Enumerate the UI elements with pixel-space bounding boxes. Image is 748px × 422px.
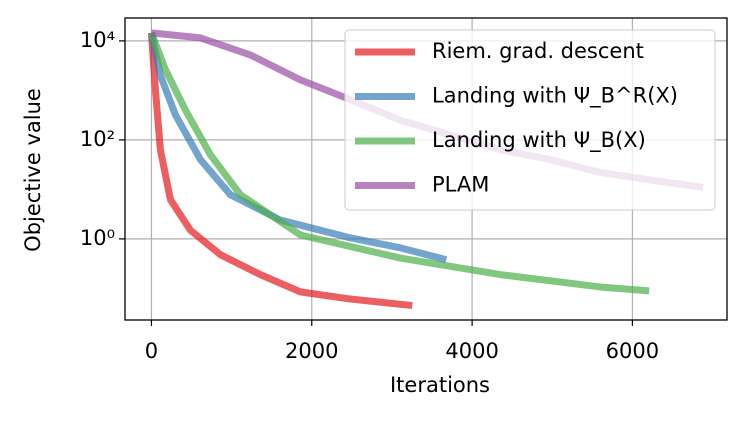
legend-box — [344, 29, 716, 211]
legend-label: Landing with Ψ_B^R(X) — [432, 84, 678, 109]
y-axis-label: Objective value — [21, 88, 45, 252]
x-tick-label: 0 — [145, 339, 158, 363]
series-line — [147, 32, 413, 310]
legend-label: Landing with Ψ_B(X) — [432, 128, 646, 153]
plot-frame — [124, 17, 728, 321]
x-tick-label: 4000 — [445, 339, 498, 363]
x-tick-label: 2000 — [285, 339, 338, 363]
x-axis-label: Iterations — [390, 373, 490, 397]
y-tick-label: 10² — [80, 127, 115, 151]
y-tick-label: 10⁴ — [80, 28, 115, 52]
series-line — [148, 31, 650, 295]
legend-label: PLAM — [432, 173, 489, 197]
legend-label: Riem. grad. descent — [432, 39, 644, 63]
series-line — [148, 32, 448, 264]
x-tick-label: 6000 — [606, 339, 659, 363]
y-tick-label: 10⁰ — [80, 226, 115, 250]
